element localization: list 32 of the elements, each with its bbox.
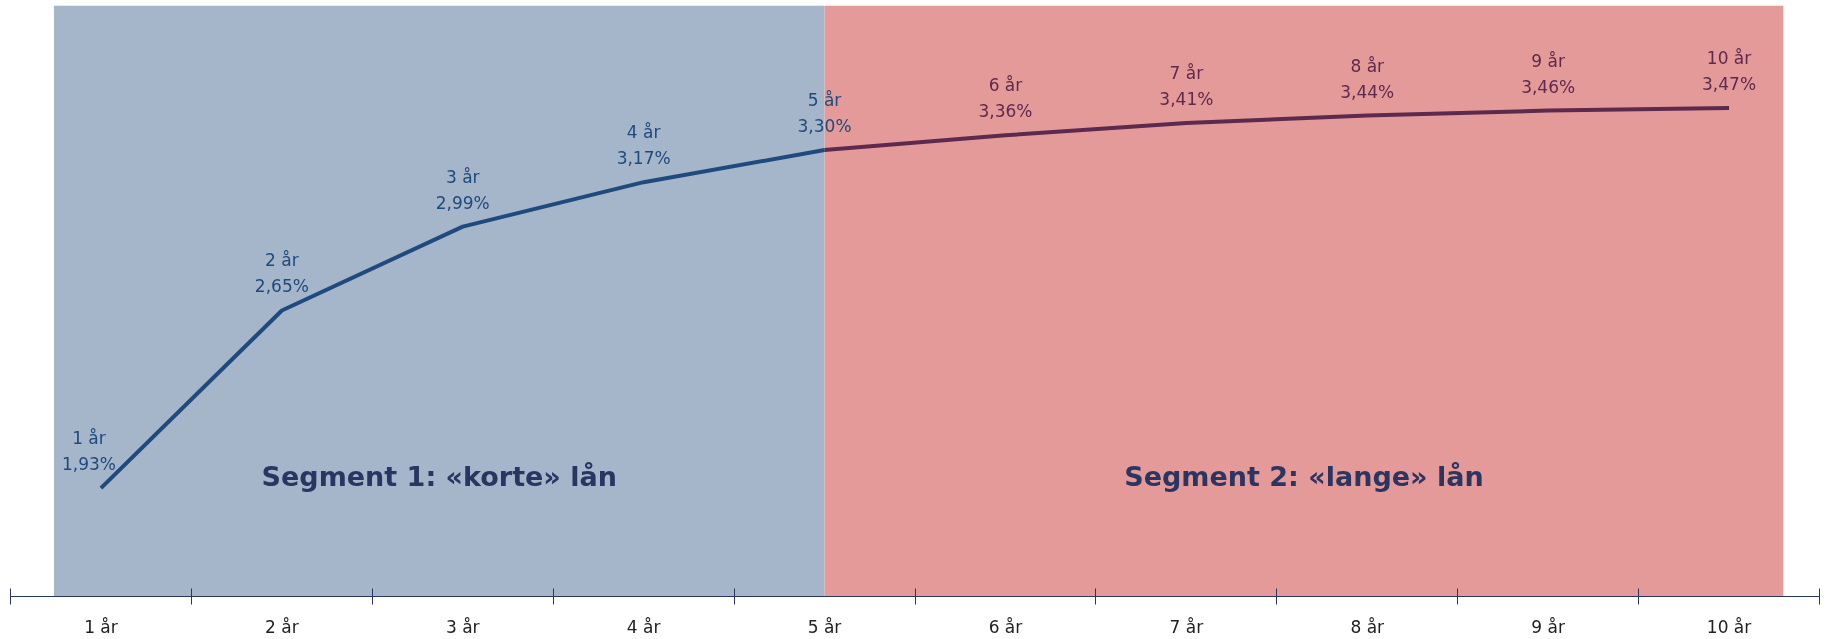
data-label: 3,30%	[797, 116, 852, 137]
category-label: 6 år	[988, 75, 1023, 96]
category-label: 9 år	[1531, 50, 1565, 71]
x-tick-label: 5 år	[807, 616, 842, 637]
x-tick-label: 6 år	[988, 616, 1023, 637]
data-label: 3,47%	[1702, 74, 1757, 95]
data-label: 2,99%	[435, 192, 490, 213]
data-label: 2,65%	[254, 276, 309, 297]
x-tick-label: 9 år	[1531, 616, 1565, 637]
data-label: 3,17%	[616, 148, 671, 169]
x-tick-label: 1 år	[84, 616, 118, 637]
x-tick-label: 7 år	[1169, 616, 1204, 637]
data-label: 1,93%	[61, 454, 116, 475]
category-label: 7 år	[1169, 62, 1204, 83]
data-label: 3,44%	[1340, 81, 1395, 102]
band-label: Segment 1: «korte» lån	[261, 461, 617, 493]
x-tick-label: 4 år	[626, 616, 661, 637]
category-label: 4 år	[626, 122, 661, 143]
x-tick-label: 3 år	[445, 616, 480, 637]
data-label: 3,36%	[978, 101, 1033, 122]
band-label: Segment 2: «lange» lån	[1124, 461, 1484, 493]
category-label: 8 år	[1350, 55, 1385, 76]
x-tick-label: 10 år	[1706, 616, 1752, 637]
category-label: 10 år	[1706, 48, 1752, 69]
category-label: 2 år	[265, 250, 299, 271]
category-label: 1 år	[72, 428, 106, 449]
x-tick-label: 2 år	[265, 616, 299, 637]
category-label: 3 år	[445, 166, 480, 187]
data-label: 3,41%	[1159, 88, 1214, 109]
data-label: 3,46%	[1521, 76, 1576, 97]
category-label: 5 år	[807, 90, 842, 111]
x-tick-label: 8 år	[1350, 616, 1385, 637]
